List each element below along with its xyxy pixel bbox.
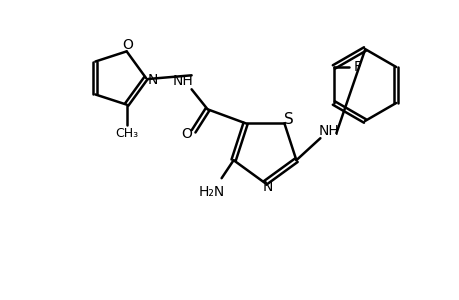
- Text: F: F: [353, 60, 361, 74]
- Text: O: O: [122, 38, 133, 52]
- Text: N: N: [147, 73, 158, 87]
- Text: S: S: [283, 112, 293, 127]
- Text: NH: NH: [318, 124, 339, 138]
- Text: CH₃: CH₃: [115, 127, 138, 140]
- Text: O: O: [181, 127, 191, 141]
- Text: NH: NH: [172, 74, 193, 88]
- Text: N: N: [262, 180, 273, 194]
- Text: H₂N: H₂N: [198, 185, 224, 199]
